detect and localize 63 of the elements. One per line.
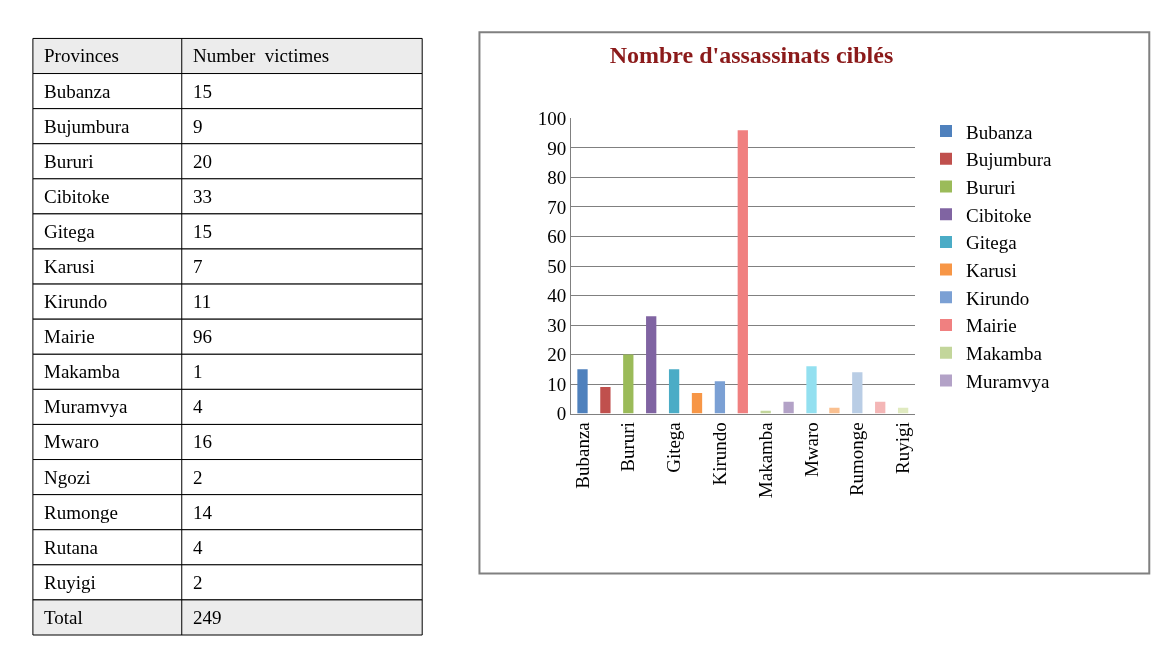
legend-label: Gitega	[966, 232, 1018, 254]
text: 16	[193, 431, 212, 452]
text: 4	[193, 537, 203, 558]
y-tick-label: 0	[556, 403, 567, 425]
y-tick-label: 70	[547, 196, 567, 218]
text: 14	[193, 502, 213, 523]
x-tick-label: Rumonge	[846, 422, 868, 497]
y-tick-label: 10	[547, 373, 567, 395]
text: Bubanza	[44, 81, 112, 102]
y-tick-label: 80	[547, 167, 567, 189]
text: Rumonge	[44, 502, 118, 523]
text: 7	[193, 256, 203, 277]
text: Karusi	[44, 256, 95, 277]
text: Rutana	[44, 537, 99, 558]
y-tick-label: 40	[547, 285, 567, 307]
x-tick-label: Bururi	[617, 422, 639, 472]
x-tick-label: Bubanza	[571, 421, 593, 489]
x-tick-label: Gitega	[663, 421, 685, 473]
y-tick-label: 100	[537, 108, 567, 130]
text: 33	[193, 186, 212, 207]
text: 15	[193, 221, 212, 242]
x-tick-label: Kirundo	[709, 422, 731, 486]
text: 15	[193, 81, 212, 102]
chart-title: Nombre d'assassinats ciblés	[609, 41, 894, 68]
text: Number victimes	[193, 45, 330, 66]
legend-label: Bururi	[966, 176, 1016, 198]
y-tick-label: 50	[547, 255, 567, 277]
text: Ruyigi	[44, 572, 96, 593]
text: 2	[193, 572, 203, 593]
text: 4	[193, 396, 203, 417]
text: Provinces	[44, 45, 119, 66]
text: 249	[193, 607, 222, 628]
legend-label: Mairie	[966, 315, 1017, 337]
legend-label: Bujumbura	[966, 149, 1053, 171]
text: Makamba	[44, 361, 121, 382]
x-tick-label: Makamba	[754, 421, 776, 499]
legend-label: Karusi	[966, 260, 1017, 282]
y-tick-label: 30	[547, 314, 567, 336]
text: Cibitoke	[44, 186, 110, 207]
text: Mairie	[44, 326, 95, 347]
y-tick-label: 20	[547, 344, 567, 366]
x-tick-label: Mwaro	[800, 422, 822, 478]
text: Kirundo	[44, 291, 108, 312]
text: Ngozi	[44, 467, 91, 488]
legend-label: Muramvya	[966, 370, 1050, 392]
y-tick-label: 60	[547, 226, 567, 248]
legend-label: Cibitoke	[966, 204, 1032, 226]
text: 1	[193, 361, 203, 382]
text: 9	[193, 116, 203, 137]
text: Muramvya	[44, 396, 128, 417]
y-tick-label: 90	[547, 137, 567, 159]
legend-label: Makamba	[966, 343, 1043, 365]
text: Gitega	[44, 221, 96, 242]
text: 20	[193, 151, 212, 172]
legend-label: Kirundo	[966, 287, 1030, 309]
x-tick-label: Ruyigi	[892, 422, 914, 474]
text: Bururi	[44, 151, 94, 172]
text: 2	[193, 467, 203, 488]
text: 11	[193, 291, 212, 312]
text: 96	[193, 326, 212, 347]
legend-label: Bubanza	[966, 121, 1034, 143]
text: Total	[44, 607, 83, 628]
text: Bujumbura	[44, 116, 131, 137]
